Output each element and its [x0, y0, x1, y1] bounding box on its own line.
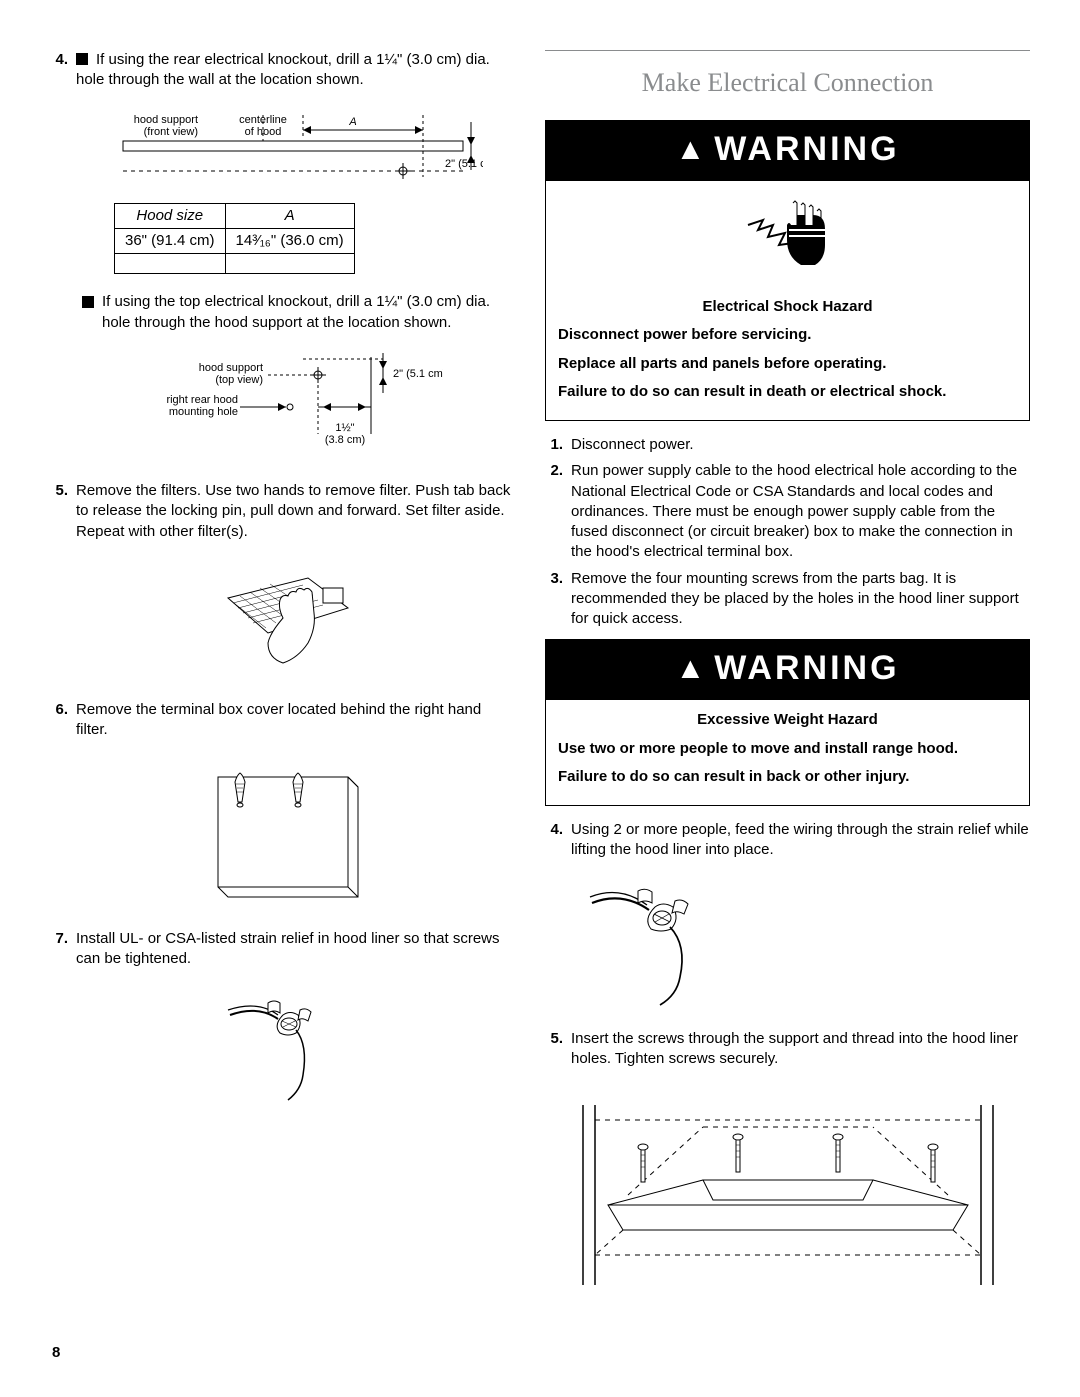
svg-text:hood support: hood support	[198, 362, 262, 374]
step-list-left-b: 5. Remove the filters. Use two hands to …	[50, 481, 515, 542]
step-list-right-a: 1.Disconnect power. 2.Run power supply c…	[545, 435, 1030, 629]
warning-box-weight: ▲WARNING Excessive Weight Hazard Use two…	[545, 639, 1030, 806]
section-heading: Make Electrical Connection	[545, 50, 1030, 108]
step-list-left-a: 4. If using the rear electrical knockout…	[50, 50, 515, 91]
step-text: Remove the terminal box cover located be…	[76, 700, 515, 741]
square-bullet-icon	[76, 53, 88, 65]
warning-triangle-icon: ▲	[675, 654, 708, 684]
square-bullet-icon	[76, 292, 102, 333]
step-list-right-b: 4.Using 2 or more people, feed the wirin…	[545, 820, 1030, 861]
hazard-line: Failure to do so can result in back or o…	[558, 767, 1017, 787]
step-text: Remove the filters. Use two hands to rem…	[76, 481, 515, 542]
warning-triangle-icon: ▲	[675, 135, 708, 165]
step-4: 4. If using the rear electrical knockout…	[50, 50, 515, 91]
svg-text:1½": 1½"	[335, 422, 354, 434]
hood-size-table: Hood sizeA 36" (91.4 cm)14³⁄₁₆" (36.0 cm…	[114, 203, 355, 275]
diagram-strain-relief-1	[50, 975, 515, 1127]
svg-text:2" (5.1 cm): 2" (5.1 cm)	[445, 158, 483, 170]
svg-text:(top view): (top view)	[215, 374, 263, 386]
step-1r: 1.Disconnect power.	[545, 435, 1030, 455]
left-column: 4. If using the rear electrical knockout…	[50, 50, 515, 1328]
step-num: 4.	[50, 50, 76, 91]
shock-hand-icon	[546, 181, 1029, 287]
step-list-right-c: 5.Insert the screws through the support …	[545, 1029, 1030, 1070]
warning-body: Electrical Shock Hazard Disconnect power…	[546, 287, 1029, 402]
svg-text:mounting hole: mounting hole	[168, 406, 237, 418]
td-size: 36" (91.4 cm)	[115, 229, 226, 254]
svg-text:(3.8 cm): (3.8 cm)	[324, 434, 364, 446]
step-7: 7. Install UL- or CSA-listed strain reli…	[50, 929, 515, 970]
svg-text:right rear hood: right rear hood	[166, 394, 238, 406]
warning-body: Excessive Weight Hazard Use two or more …	[546, 700, 1029, 787]
step-num: 7.	[50, 929, 76, 970]
svg-text:2" (5.1 cm): 2" (5.1 cm)	[393, 368, 443, 380]
step-num: 6.	[50, 700, 76, 741]
warning-banner: ▲WARNING	[546, 640, 1029, 700]
diagram-terminal-box	[50, 747, 515, 929]
page-number: 8	[52, 1343, 60, 1363]
hazard-line: Use two or more people to move and insta…	[558, 739, 1017, 759]
step-2r: 2.Run power supply cable to the hood ele…	[545, 461, 1030, 562]
step-3r: 3.Remove the four mounting screws from t…	[545, 569, 1030, 630]
svg-text:hood support: hood support	[133, 114, 197, 126]
step-text: If using the rear electrical knockout, d…	[76, 50, 515, 91]
svg-text:A: A	[348, 116, 356, 128]
hazard-line: Disconnect power before servicing.	[558, 325, 1017, 345]
td-a: 14³⁄₁₆" (36.0 cm)	[225, 229, 354, 254]
bullet-text: If using the top electrical knockout, dr…	[102, 292, 515, 333]
diagram-strain-relief-2	[545, 867, 1030, 1029]
diagram-hood-mounting	[545, 1075, 1030, 1327]
th-a: A	[225, 203, 354, 228]
svg-text:(front view): (front view)	[143, 126, 197, 138]
step-5: 5. Remove the filters. Use two hands to …	[50, 481, 515, 542]
step-6: 6. Remove the terminal box cover located…	[50, 700, 515, 741]
step-num: 5.	[50, 481, 76, 542]
th-hood-size: Hood size	[115, 203, 226, 228]
diagram-front-view: hood support (front view) centerline of …	[50, 97, 515, 293]
hazard-title: Electrical Shock Hazard	[558, 297, 1017, 317]
bullet-top-knockout: If using the top electrical knockout, dr…	[50, 292, 515, 333]
step-5r: 5.Insert the screws through the support …	[545, 1029, 1030, 1070]
hazard-line: Replace all parts and panels before oper…	[558, 354, 1017, 374]
hazard-title: Excessive Weight Hazard	[558, 710, 1017, 730]
step-list-left-d: 7. Install UL- or CSA-listed strain reli…	[50, 929, 515, 970]
diagram-top-view: hood support (top view) right rear hood …	[50, 339, 515, 481]
warning-banner: ▲WARNING	[546, 121, 1029, 181]
step-text: Install UL- or CSA-listed strain relief …	[76, 929, 515, 970]
step-list-left-c: 6. Remove the terminal box cover located…	[50, 700, 515, 741]
diagram-filter-removal	[50, 548, 515, 700]
warning-box-shock: ▲WARNING Electrical Shock Hazard Disconn…	[545, 120, 1030, 421]
right-column: Make Electrical Connection ▲WARNING Elec…	[545, 50, 1030, 1328]
hazard-line: Failure to do so can result in death or …	[558, 382, 1017, 402]
step-4r: 4.Using 2 or more people, feed the wirin…	[545, 820, 1030, 861]
